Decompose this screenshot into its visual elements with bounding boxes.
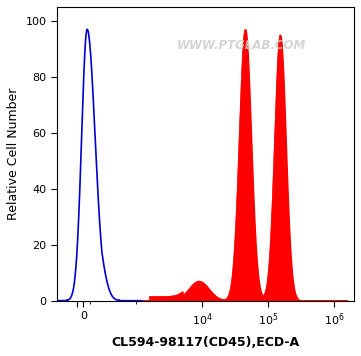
Text: WWW.PTGLAB.COM: WWW.PTGLAB.COM	[177, 39, 306, 52]
Y-axis label: Relative Cell Number: Relative Cell Number	[7, 88, 20, 220]
X-axis label: CL594-98117(CD45),ECD-A: CL594-98117(CD45),ECD-A	[112, 336, 300, 349]
